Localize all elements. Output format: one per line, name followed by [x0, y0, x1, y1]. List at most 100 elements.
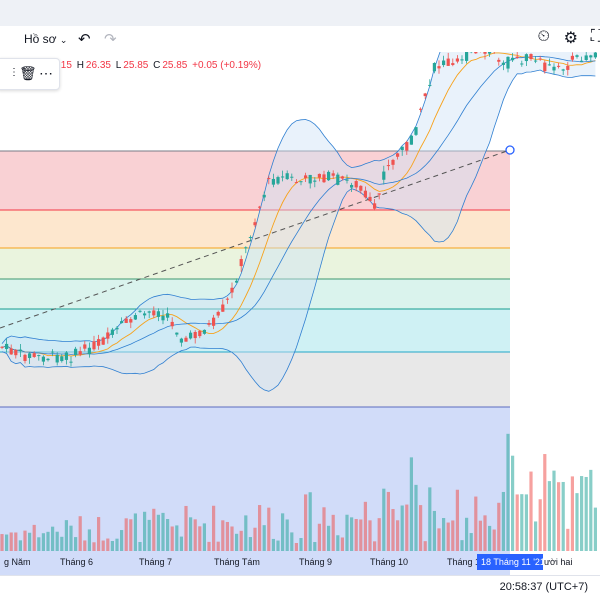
- volume-bar: [410, 457, 413, 551]
- volume-bar: [148, 520, 151, 551]
- volume-bar: [46, 532, 49, 551]
- volume-bar: [442, 518, 445, 551]
- candle-body: [125, 319, 128, 323]
- volume-bar: [203, 523, 206, 551]
- volume-bar: [516, 494, 519, 551]
- candle-body: [226, 299, 229, 300]
- volume-bar: [0, 534, 3, 551]
- candle-body: [382, 172, 385, 180]
- candle-body: [506, 57, 509, 69]
- volume-bar: [309, 492, 312, 551]
- volume-bar: [33, 525, 36, 551]
- more-icon[interactable]: ⋯: [39, 65, 53, 82]
- candle-body: [451, 63, 454, 65]
- candle-body: [56, 355, 59, 363]
- candle-body: [258, 207, 261, 208]
- candle-body: [589, 55, 592, 57]
- candle-body: [488, 52, 491, 54]
- volume-bar: [198, 526, 201, 551]
- volume-bar: [465, 518, 468, 551]
- volume-bar: [373, 541, 376, 551]
- candle-body: [10, 348, 13, 354]
- volume-bar: [295, 543, 298, 551]
- price-chart[interactable]: g Năm Tháng 6 Tháng 7 Tháng Tám Tháng 9 …: [0, 52, 600, 580]
- ohlc-low-label: L: [116, 60, 122, 71]
- candle-body: [272, 179, 275, 185]
- volume-bar: [171, 526, 174, 551]
- candle-body: [437, 66, 440, 68]
- candle-body: [474, 52, 477, 53]
- candle-body: [14, 350, 17, 355]
- gear-icon[interactable]: ⚙: [564, 28, 578, 48]
- candle-body: [276, 177, 279, 184]
- volume-bar: [506, 434, 509, 551]
- volume-bar: [42, 533, 45, 551]
- x-label-5: Tháng 10: [370, 557, 408, 567]
- volume-bar: [106, 539, 109, 551]
- volume-bar: [143, 512, 146, 551]
- volume-bar: [520, 494, 523, 551]
- candle-body: [42, 357, 45, 362]
- volume-bar: [543, 454, 546, 551]
- candle-body: [566, 66, 569, 70]
- candle-body: [502, 63, 505, 65]
- candle-body: [534, 61, 537, 62]
- candle-body: [447, 59, 450, 66]
- volume-bar: [14, 532, 17, 551]
- volume-bar: [483, 515, 486, 551]
- volume-bar: [125, 518, 128, 551]
- chart-canvas[interactable]: g Năm Tháng 6 Tháng 7 Tháng Tám Tháng 9 …: [0, 52, 600, 575]
- volume-bar: [327, 526, 330, 551]
- volume-bar: [585, 477, 588, 551]
- volume-bar: [175, 525, 178, 551]
- candle-body: [138, 311, 141, 312]
- candle-body: [120, 321, 123, 323]
- candle-body: [102, 337, 105, 344]
- candle-body: [304, 175, 307, 178]
- volume-bar: [414, 485, 417, 551]
- candle-body: [368, 197, 371, 201]
- trend-line-handle[interactable]: [506, 146, 514, 154]
- candle-body: [180, 339, 183, 343]
- volume-bar: [382, 489, 385, 551]
- candle-body: [465, 52, 468, 61]
- candle-body: [207, 323, 210, 325]
- profile-button[interactable]: Hồ sơ ⌄: [20, 30, 71, 48]
- candle-body: [456, 58, 459, 61]
- volume-bar: [249, 537, 252, 551]
- candle-body: [286, 173, 289, 179]
- candle-body: [552, 67, 555, 71]
- candle-body: [433, 63, 436, 71]
- undo-icon[interactable]: ↶: [78, 30, 91, 48]
- volume-bar: [65, 520, 68, 551]
- fullscreen-icon[interactable]: ⛶: [591, 28, 600, 46]
- candle-body: [529, 54, 532, 59]
- x-label-2: Tháng 7: [139, 557, 172, 567]
- candle-body: [520, 63, 523, 64]
- trash-icon[interactable]: 🗑: [19, 65, 37, 82]
- volume-bar: [37, 537, 40, 551]
- redo-icon[interactable]: ↷: [104, 30, 117, 48]
- volume-bar: [580, 476, 583, 551]
- candle-body: [152, 310, 155, 315]
- candle-body: [322, 174, 325, 182]
- candle-body: [419, 109, 422, 110]
- x-axis-cursor-label: 18 Tháng 11 '21: [481, 557, 545, 567]
- volume-bar: [207, 542, 210, 551]
- volume-bar: [240, 531, 243, 551]
- candle-body: [217, 312, 220, 316]
- candle-body: [249, 237, 252, 238]
- candle-body: [350, 185, 353, 188]
- candle-body: [387, 165, 390, 166]
- volume-bar: [589, 470, 592, 551]
- clock-display[interactable]: 20:58:37 (UTC+7): [500, 581, 588, 593]
- candle-body: [580, 61, 583, 62]
- alert-clock-icon[interactable]: ⏲: [538, 28, 550, 46]
- candle-body: [525, 54, 528, 61]
- ohlc-change: +0.05 (+0.19%): [192, 60, 261, 71]
- candle-body: [309, 175, 312, 183]
- volume-bar: [290, 532, 293, 551]
- candle-body: [410, 136, 413, 145]
- candle-body: [203, 330, 206, 334]
- x-label-1: Tháng 6: [60, 557, 93, 567]
